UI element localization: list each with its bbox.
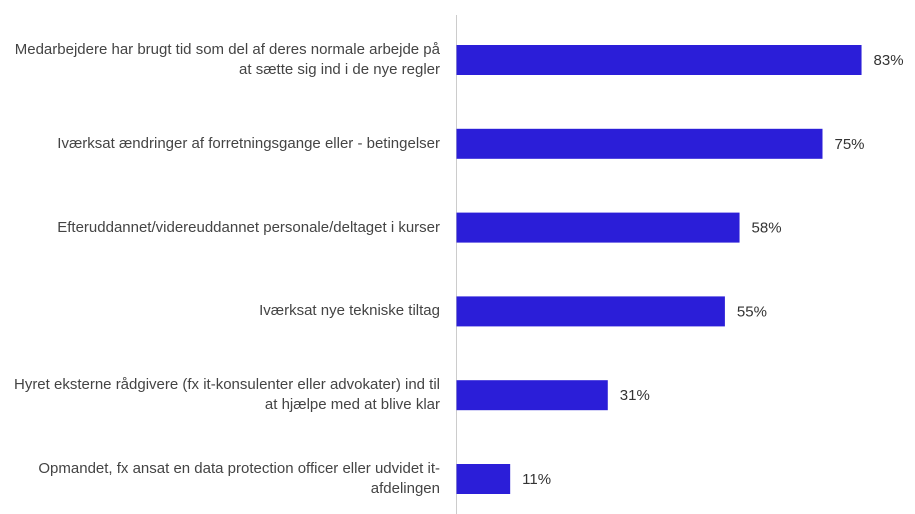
value-label: 75% bbox=[835, 136, 865, 153]
category-label: Hyret eksterne rådgivere (fx it-konsulen… bbox=[13, 376, 440, 414]
category-label: Efteruddannet/videreuddannet personale/d… bbox=[57, 218, 440, 236]
bar bbox=[456, 128, 823, 159]
bar bbox=[456, 212, 740, 243]
value-label: 55% bbox=[737, 303, 767, 320]
bar bbox=[456, 296, 725, 327]
category-label: Opmandet, fx ansat en data protection of… bbox=[38, 460, 440, 497]
value-label: 83% bbox=[874, 52, 904, 69]
value-label: 11% bbox=[522, 471, 551, 488]
value-label: 58% bbox=[752, 220, 782, 237]
bar bbox=[456, 45, 862, 75]
category-label: Iværksat nye tekniske tiltag bbox=[259, 302, 440, 320]
category-label: Iværksat ændringer af forretningsgange e… bbox=[57, 134, 440, 152]
category-label: Medarbejdere har brugt tid som del af de… bbox=[14, 41, 440, 78]
bar bbox=[456, 380, 608, 411]
value-label: 31% bbox=[620, 387, 650, 404]
bar bbox=[456, 464, 511, 494]
